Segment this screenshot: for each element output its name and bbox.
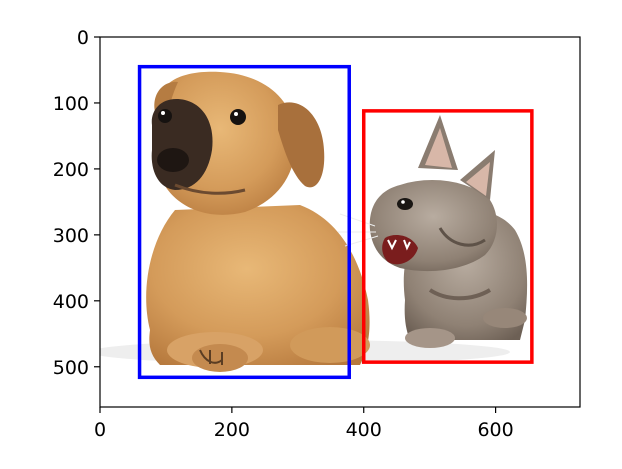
x-axis: 0 200 400 600 <box>94 407 514 441</box>
y-axis: 0 100 200 300 400 500 <box>53 27 100 379</box>
x-tick-label: 600 <box>477 419 513 441</box>
y-tick-label: 0 <box>77 27 89 49</box>
cat-figure <box>338 115 528 348</box>
axes-frame <box>99 36 581 408</box>
plot-area <box>99 36 581 408</box>
x-tick-label: 200 <box>214 419 250 441</box>
x-tick-label: 0 <box>94 419 106 441</box>
y-tick-label: 200 <box>53 159 89 181</box>
bounding-box-dog <box>137 64 351 380</box>
y-tick-label: 500 <box>53 357 89 379</box>
x-tick-label: 400 <box>346 419 382 441</box>
y-tick-label: 400 <box>53 291 89 313</box>
y-tick-label: 100 <box>53 93 89 115</box>
y-tick-label: 300 <box>53 225 89 247</box>
bounding-box-cat <box>361 109 534 364</box>
